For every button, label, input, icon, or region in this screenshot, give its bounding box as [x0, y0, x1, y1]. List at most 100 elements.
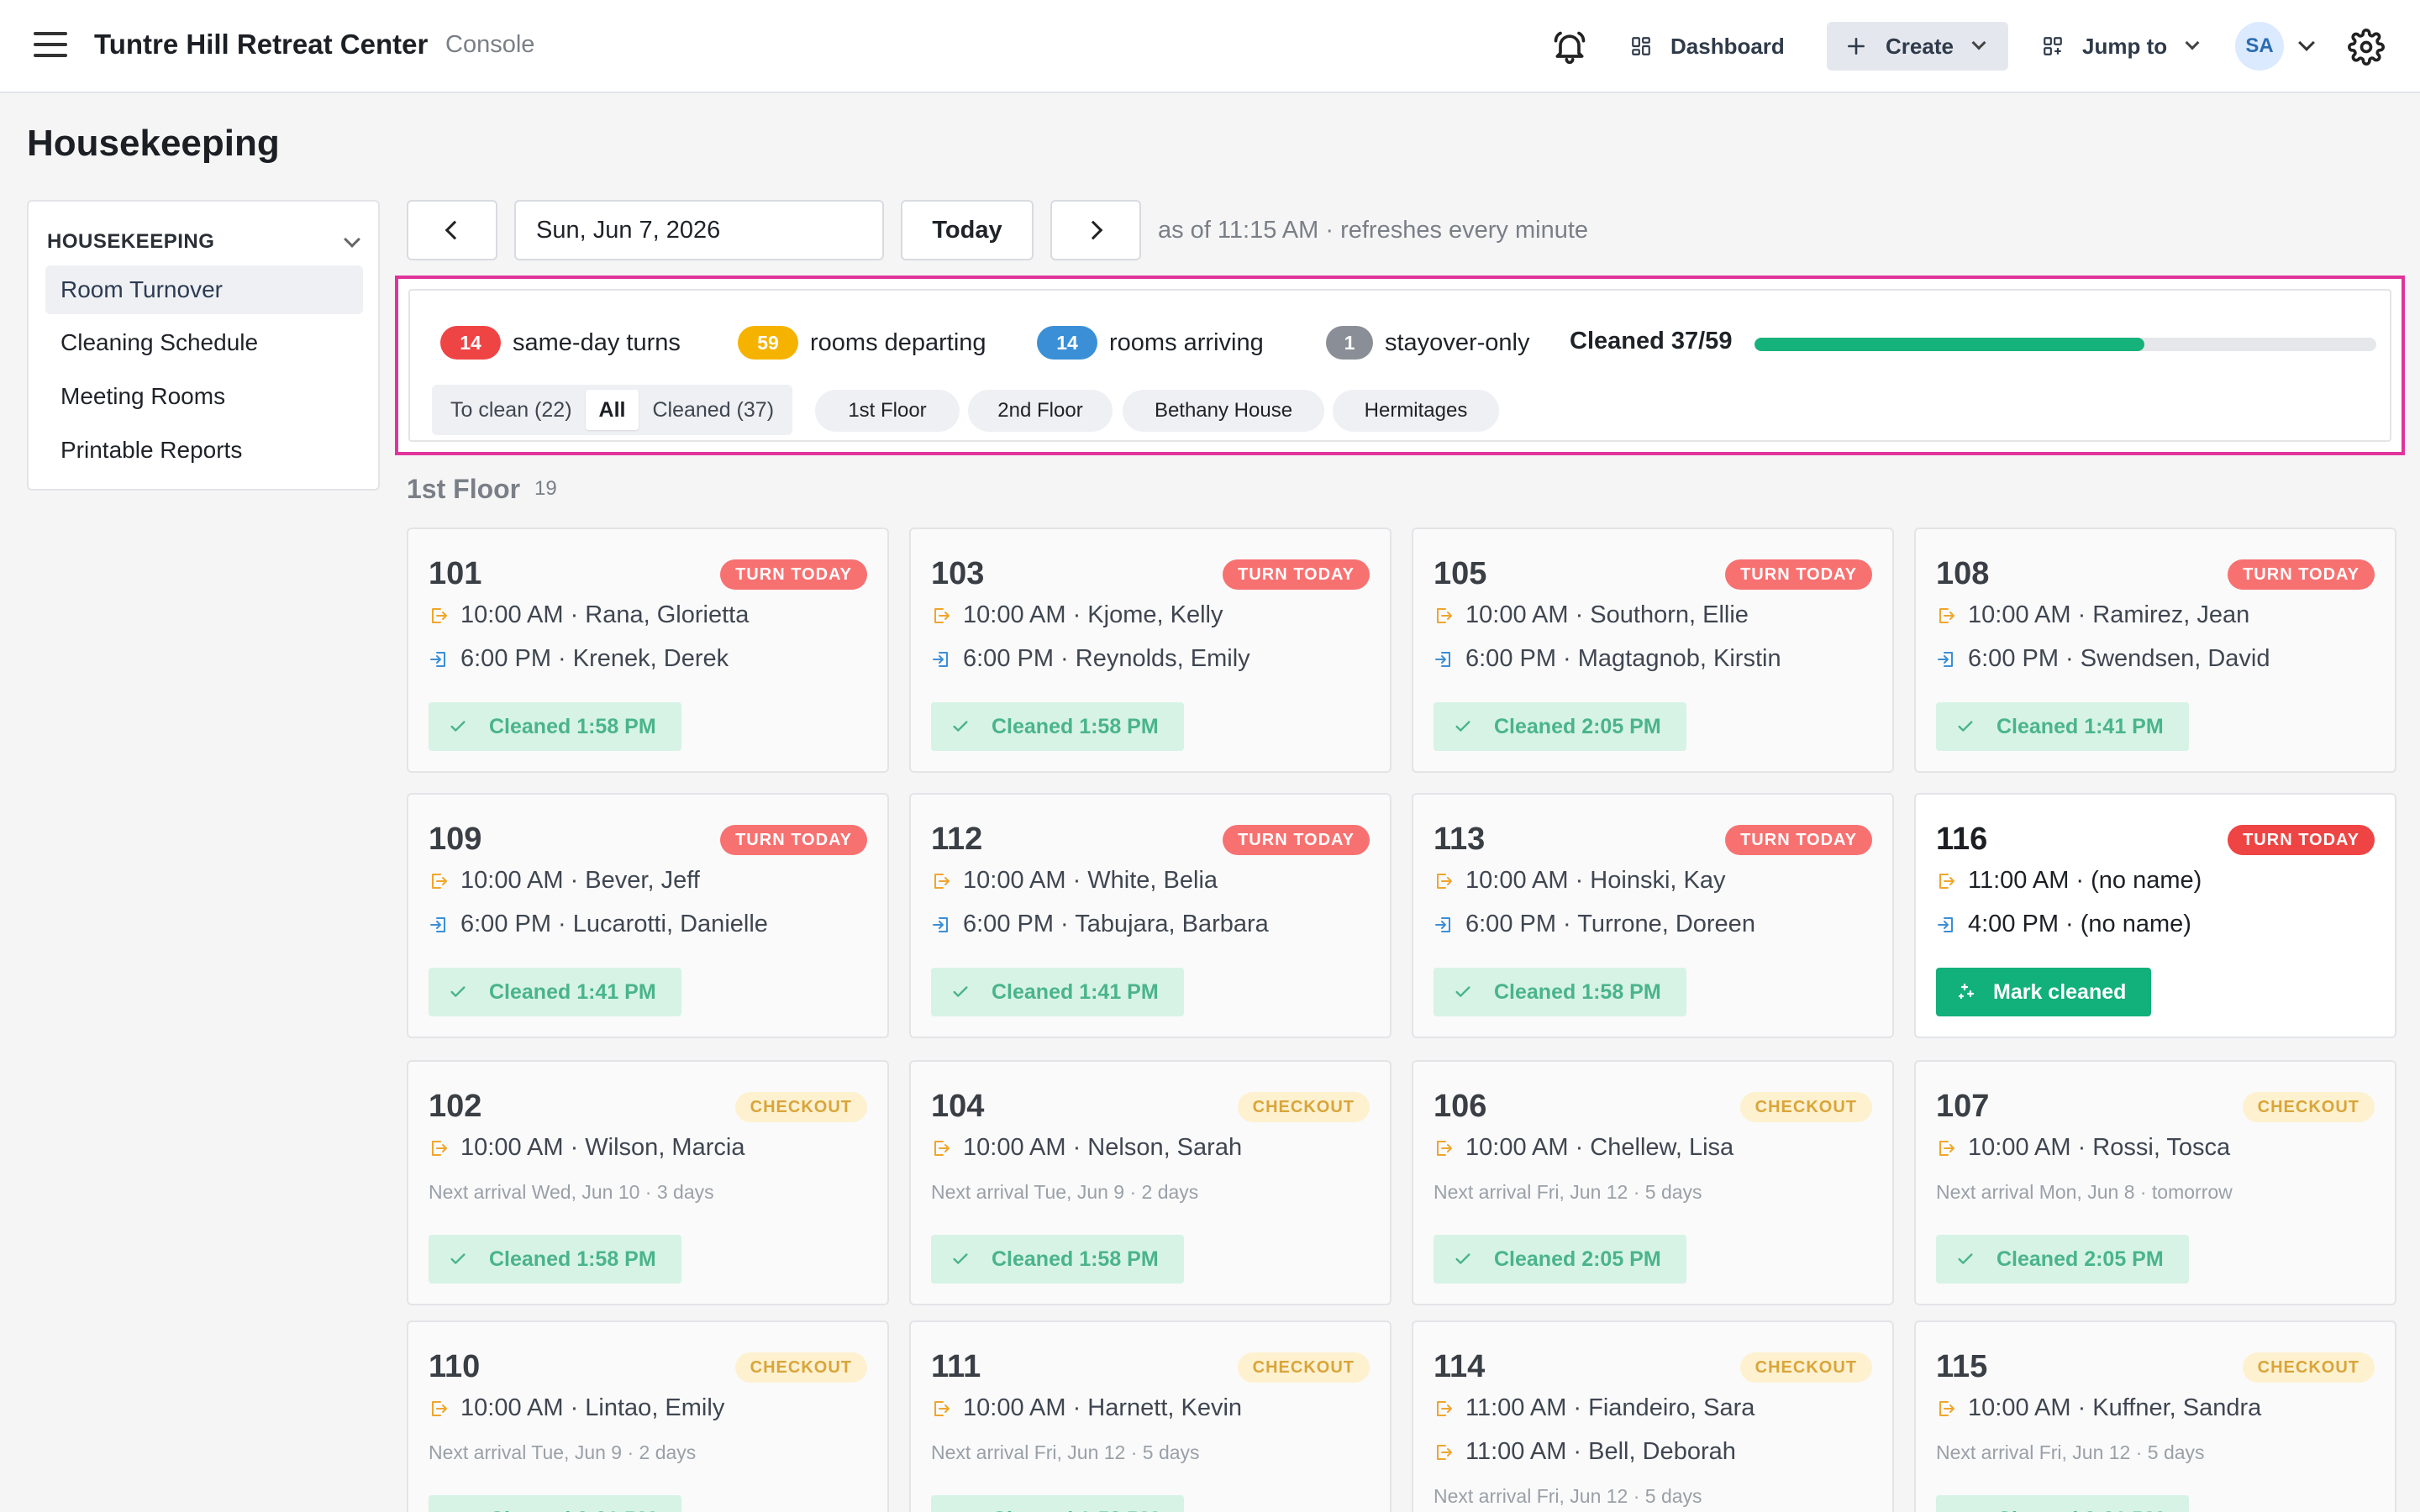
room-card[interactable]: 110 CHECKOUT 10:00 AM · Lintao, Emily Next …	[407, 1320, 889, 1512]
arrival-line: 4:00 PM · (no name)	[1936, 911, 2191, 938]
avatar[interactable]: SA	[2235, 22, 2284, 71]
cleaned-status-text: Cleaned 1:41 PM	[992, 979, 1159, 1004]
departure-line: 11:00 AM · Bell, Deborah	[1434, 1438, 1736, 1466]
room-card[interactable]: 111 CHECKOUT 10:00 AM · Harnett, Kevin Next…	[909, 1320, 1392, 1512]
checkout-badge: CHECKOUT	[1237, 1352, 1370, 1383]
arrival-text: 6:00 PM · Magtagnob, Kirstin	[1465, 645, 1781, 672]
sidebar-item-meeting-rooms[interactable]: Meeting Rooms	[60, 383, 226, 409]
arrival-line: 6:00 PM · Swendsen, David	[1936, 645, 2270, 673]
today-button[interactable]: Today	[901, 200, 1034, 260]
room-card[interactable]: 115 CHECKOUT 10:00 AM · Kuffner, Sandra Nex…	[1914, 1320, 2396, 1512]
chevron-down-icon	[2185, 35, 2200, 50]
turn-today-badge: TURN TODAY	[1725, 559, 1872, 590]
arrival-icon	[1936, 649, 1968, 669]
cleaned-status[interactable]: Cleaned 2:05 PM	[1434, 702, 1686, 751]
create-button[interactable]: Create	[1827, 22, 2008, 71]
check-icon	[1454, 1250, 1494, 1268]
room-card[interactable]: 101 TURN TODAY 10:00 AM · Rana, Glorietta 6…	[407, 528, 889, 773]
room-number: 103	[931, 556, 985, 591]
room-card[interactable]: 114 CHECKOUT 11:00 AM · Fiandeiro, Sara 11:…	[1412, 1320, 1894, 1512]
departure-line: 10:00 AM · Southorn, Ellie	[1434, 601, 1749, 629]
arrival-icon	[931, 649, 963, 669]
stat-label: rooms arriving	[1109, 328, 1264, 356]
cleaned-status[interactable]: Cleaned 1:58 PM	[931, 702, 1184, 751]
chevron-down-icon[interactable]	[344, 231, 360, 248]
room-card[interactable]: 112 TURN TODAY 10:00 AM · White, Belia 6:00…	[909, 793, 1392, 1038]
check-icon	[1454, 717, 1494, 736]
cleaned-status[interactable]: Cleaned 1:41 PM	[1936, 702, 2189, 751]
cleaned-status[interactable]: Cleaned 1:41 PM	[931, 968, 1184, 1016]
chip-hermitages[interactable]: Hermitages	[1333, 390, 1499, 432]
chip-bethany-house[interactable]: Bethany House	[1123, 390, 1324, 432]
room-number: 101	[429, 556, 482, 591]
cleaned-status[interactable]: Cleaned 2:21 PM	[429, 1495, 681, 1512]
room-number: 105	[1434, 556, 1487, 591]
arrival-line: 6:00 PM · Magtagnob, Kirstin	[1434, 645, 1781, 673]
room-card[interactable]: 108 TURN TODAY 10:00 AM · Ramirez, Jean 6:0…	[1914, 528, 2396, 773]
room-card[interactable]: 109 TURN TODAY 10:00 AM · Bever, Jeff 6:00 …	[407, 793, 889, 1038]
room-card[interactable]: 104 CHECKOUT 10:00 AM · Nelson, Sarah Next …	[909, 1060, 1392, 1305]
departure-text: 11:00 AM · Fiandeiro, Sara	[1465, 1394, 1755, 1421]
departure-text: 10:00 AM · Kuffner, Sandra	[1968, 1394, 2262, 1421]
cleaned-status[interactable]: Cleaned 1:58 PM	[429, 1235, 681, 1284]
cleaned-status-text: Cleaned 1:58 PM	[489, 714, 656, 738]
room-card[interactable]: 107 CHECKOUT 10:00 AM · Rossi, Tosca Next a…	[1914, 1060, 2396, 1305]
cleaned-progress-bar	[1754, 338, 2376, 351]
checkout-badge: CHECKOUT	[1739, 1352, 1872, 1383]
arrival-line: 6:00 PM · Turrone, Doreen	[1434, 911, 1755, 938]
cleaned-status[interactable]: Cleaned 1:58 PM	[1434, 968, 1686, 1016]
room-number: 111	[931, 1349, 981, 1384]
cleaned-status[interactable]: Cleaned 1:58 PM	[931, 1235, 1184, 1284]
cleaned-status[interactable]: Cleaned 1:58 PM	[429, 702, 681, 751]
menu-icon[interactable]	[34, 32, 67, 59]
chip-1st-floor[interactable]: 1st Floor	[815, 390, 960, 432]
cleaned-status[interactable]: Cleaned 2:05 PM	[1936, 1235, 2189, 1284]
cleaned-status[interactable]: Cleaned 2:21 PM	[1936, 1495, 2189, 1512]
next-day-button[interactable]	[1050, 200, 1141, 260]
filter-all[interactable]: All	[585, 390, 639, 430]
departure-text: 10:00 AM · White, Belia	[963, 867, 1218, 894]
summary-highlight: 14 same-day turns 59 rooms departing 14 …	[395, 276, 2405, 455]
chip-2nd-floor[interactable]: 2nd Floor	[968, 390, 1113, 432]
bell-icon[interactable]	[1551, 29, 1588, 66]
sidebar-item-room-turnover[interactable]: Room Turnover	[45, 265, 363, 314]
departure-text: 10:00 AM · Rossi, Tosca	[1968, 1134, 2231, 1161]
sidebar-item-cleaning-schedule[interactable]: Cleaning Schedule	[60, 329, 259, 355]
previous-day-button[interactable]	[407, 200, 497, 260]
arrival-line: 6:00 PM · Tabujara, Barbara	[931, 911, 1269, 938]
dashboard-button[interactable]: Dashboard	[1630, 22, 1785, 71]
date-input[interactable]: Sun, Jun 7, 2026	[514, 200, 884, 260]
sidebar: HOUSEKEEPING Room Turnover Cleaning Sche…	[27, 200, 380, 491]
chevron-down-icon[interactable]	[2298, 34, 2315, 51]
filter-cleaned[interactable]: Cleaned (37)	[652, 397, 775, 422]
room-card[interactable]: 103 TURN TODAY 10:00 AM · Kjome, Kelly 6:00…	[909, 528, 1392, 773]
room-card[interactable]: 102 CHECKOUT 10:00 AM · Wilson, Marcia Next…	[407, 1060, 889, 1305]
room-number: 108	[1936, 556, 1990, 591]
room-card[interactable]: 116 TURN TODAY 11:00 AM · (no name) 4:00 PM…	[1914, 793, 2396, 1038]
cleaned-status[interactable]: Cleaned 2:05 PM	[1434, 1235, 1686, 1284]
arrival-icon	[1434, 649, 1465, 669]
gear-icon[interactable]	[2348, 29, 2385, 66]
cleaned-status[interactable]: Cleaned 1:41 PM	[429, 968, 681, 1016]
arrival-icon	[429, 915, 460, 935]
sidebar-item-printable-reports[interactable]: Printable Reports	[60, 437, 243, 463]
departure-line: 10:00 AM · Hoinski, Kay	[1434, 867, 1725, 895]
cleaned-status-text: Cleaned 2:21 PM	[489, 1508, 656, 1512]
room-number: 110	[429, 1349, 481, 1384]
departure-icon	[1434, 871, 1465, 891]
mark-cleaned-button[interactable]: Mark cleaned	[1936, 968, 2152, 1016]
departure-icon	[1936, 871, 1968, 891]
count-badge: 14	[440, 326, 501, 360]
room-card[interactable]: 106 CHECKOUT 10:00 AM · Chellew, Lisa Next …	[1412, 1060, 1894, 1305]
next-arrival: Next arrival Tue, Jun 9 · 2 days	[429, 1441, 697, 1463]
group-title: 1st Floor	[407, 474, 521, 504]
filter-to-clean[interactable]: To clean (22)	[450, 397, 572, 422]
departure-text: 11:00 AM · (no name)	[1968, 867, 2202, 894]
room-card[interactable]: 113 TURN TODAY 10:00 AM · Hoinski, Kay 6:00…	[1412, 793, 1894, 1038]
cleaned-status[interactable]: Cleaned 1:58 PM	[931, 1495, 1184, 1512]
departure-line: 10:00 AM · Bever, Jeff	[429, 867, 700, 895]
room-card[interactable]: 105 TURN TODAY 10:00 AM · Southorn, Ellie 6…	[1412, 528, 1894, 773]
check-icon	[1454, 983, 1494, 1001]
app-title: Tuntre Hill Retreat Center	[94, 29, 429, 60]
jump-to-button[interactable]: Jump to	[2042, 22, 2200, 71]
